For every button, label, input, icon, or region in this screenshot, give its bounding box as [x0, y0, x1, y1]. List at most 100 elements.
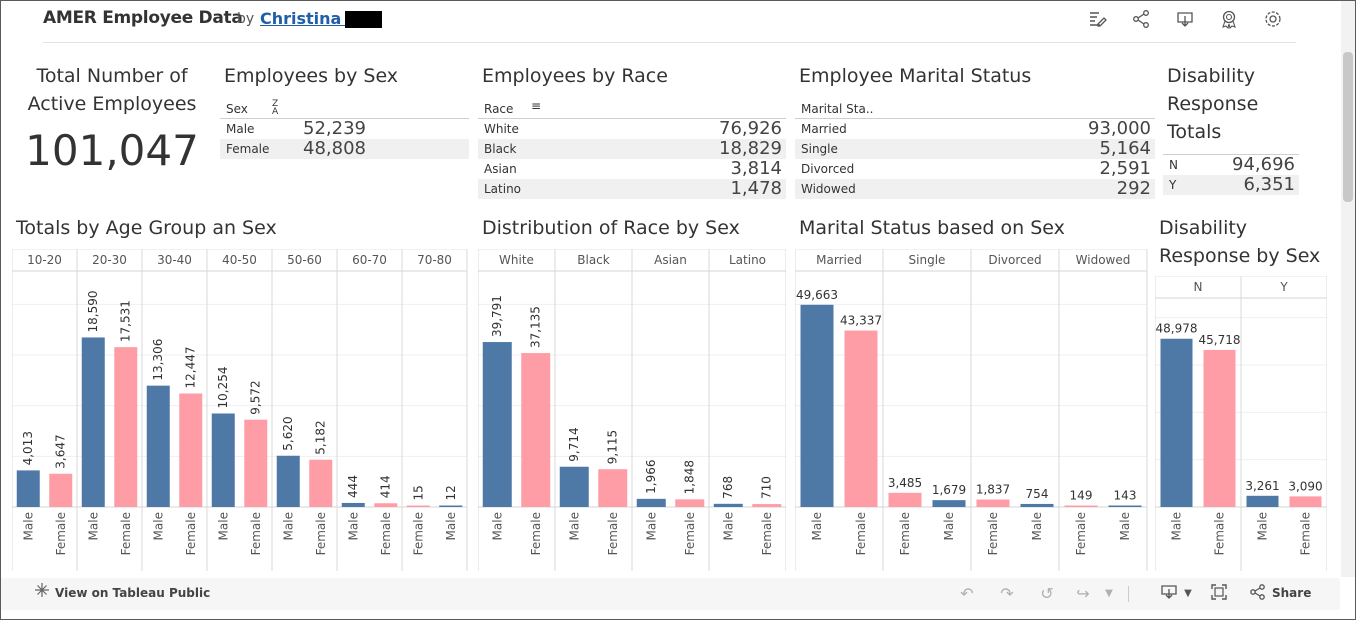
sex-row-female[interactable]: Female 48,808	[220, 138, 469, 159]
data-label: 149	[1070, 489, 1093, 503]
bar-female[interactable]	[752, 504, 782, 507]
tableau-logo-icon[interactable]	[31, 582, 53, 604]
bar-male[interactable]	[713, 503, 743, 507]
bar-female[interactable]	[1203, 349, 1236, 507]
marital-table-rule	[795, 118, 1155, 119]
sex-column-header[interactable]: Sex	[226, 102, 248, 116]
bar-female[interactable]	[844, 330, 878, 507]
race-chart[interactable]: White 39,791 Male 37,135 Female Black 9,714 Mal…	[478, 249, 786, 571]
scrollbar-thumb[interactable]	[1343, 52, 1353, 202]
row-value: 52,239	[303, 118, 366, 139]
disability-chart[interactable]: N 48,978 Male 45,718 Female Y 3,261 Male 3,090 Fe…	[1155, 276, 1327, 571]
bar-female[interactable]	[406, 505, 430, 508]
age-chart-title: Totals by Age Group an Sex	[16, 217, 277, 239]
share-button[interactable]: Share	[1272, 586, 1312, 600]
bar-female[interactable]	[179, 393, 203, 507]
marital-row[interactable]: Widowed 292	[795, 178, 1155, 199]
facet-label: 10-20	[27, 253, 62, 267]
bar-male[interactable]	[81, 337, 105, 507]
row-label: Asian	[484, 162, 517, 176]
bottom-toolbar	[1, 578, 1340, 610]
data-label: 13,306	[151, 339, 165, 381]
author-link[interactable]: Christina S	[260, 9, 359, 28]
bar-male[interactable]	[932, 500, 966, 507]
edit-icon[interactable]	[1086, 9, 1108, 31]
race-column-header[interactable]: Race	[484, 102, 514, 116]
disability-row[interactable]: N 94,696	[1163, 154, 1299, 175]
data-label: 414	[379, 475, 393, 498]
bar-female[interactable]	[374, 503, 398, 507]
disability-row[interactable]: Y 6,351	[1163, 174, 1299, 195]
bar-female[interactable]	[244, 419, 268, 507]
race-row[interactable]: Black 18,829	[478, 138, 786, 159]
byline-prefix: by	[237, 11, 255, 27]
x-tick-label: Female	[249, 512, 263, 555]
redo-icon[interactable]: ↷	[1000, 584, 1014, 603]
data-label: 48,978	[1156, 322, 1198, 336]
bar-female[interactable]	[598, 469, 628, 507]
share-icon[interactable]	[1247, 583, 1269, 605]
bar-male[interactable]	[276, 455, 300, 507]
bar-male[interactable]	[1246, 495, 1279, 507]
bar-female[interactable]	[49, 473, 73, 507]
marital-column-header[interactable]: Marital Sta..	[801, 102, 874, 116]
facet-label: 40-50	[222, 253, 257, 267]
undo-icon[interactable]: ↶	[960, 584, 974, 603]
data-label: 9,714	[567, 427, 581, 461]
bar-male[interactable]	[1160, 338, 1193, 507]
bar-male[interactable]	[341, 502, 365, 507]
bar-male[interactable]	[482, 342, 512, 507]
marital-row[interactable]: Married 93,000	[795, 118, 1155, 139]
bar-female[interactable]	[976, 499, 1010, 507]
race-row[interactable]: Latino 1,478	[478, 178, 786, 199]
data-label: 1,966	[644, 459, 658, 493]
pause-icon[interactable]: ↪	[1076, 584, 1090, 603]
bar-male[interactable]	[439, 505, 463, 508]
bar-female[interactable]	[675, 499, 705, 507]
bar-female[interactable]	[521, 353, 551, 507]
bar-female[interactable]	[114, 347, 138, 507]
marital-row[interactable]: Single 5,164	[795, 138, 1155, 159]
revert-icon[interactable]: ↺	[1040, 584, 1054, 603]
bar-male[interactable]	[1020, 503, 1054, 507]
bar-male[interactable]	[559, 466, 589, 507]
marital-row[interactable]: Divorced 2,591	[795, 158, 1155, 179]
sex-row-male[interactable]: Male 52,239	[220, 118, 370, 139]
download-icon[interactable]	[1174, 9, 1196, 31]
row-value: 93,000	[1088, 118, 1151, 139]
race-row[interactable]: White 76,926	[478, 118, 786, 139]
bar-female[interactable]	[309, 459, 333, 507]
bar-male[interactable]	[211, 413, 235, 507]
x-tick-label: Male	[1030, 512, 1044, 540]
bar-female[interactable]	[888, 492, 922, 507]
data-label: 710	[760, 476, 774, 499]
sort-icon[interactable]: ≡	[531, 99, 542, 113]
fullscreen-icon[interactable]	[1208, 583, 1230, 605]
badge-icon[interactable]	[1218, 9, 1240, 31]
bar-male[interactable]	[800, 304, 834, 507]
race-row[interactable]: Asian 3,814	[478, 158, 786, 179]
share-icon[interactable]	[1130, 9, 1152, 31]
data-label: 37,135	[529, 306, 543, 348]
row-label: Male	[226, 122, 255, 136]
bar-male[interactable]	[636, 498, 666, 507]
chevron-down-icon[interactable]: ▼	[1105, 588, 1113, 599]
age-group-chart[interactable]: 10-20 4,013 Male 3,647 Female 20-30 18,590 Male…	[12, 249, 470, 571]
disability-table-title: Disability Response Totals	[1167, 65, 1259, 143]
bar-female[interactable]	[1289, 496, 1322, 507]
view-on-tableau-link[interactable]: View on Tableau Public	[55, 586, 211, 600]
settings-icon[interactable]	[1262, 9, 1284, 31]
row-label: Black	[484, 142, 517, 156]
bar-male[interactable]	[16, 470, 40, 507]
marital-chart[interactable]: Married 49,663 Male 43,337 Female Single 3,485…	[795, 249, 1148, 571]
bar-male[interactable]	[146, 385, 170, 507]
bar-male[interactable]	[1108, 505, 1142, 508]
x-tick-label: Male	[810, 512, 824, 540]
race-chart-title: Distribution of Race by Sex	[482, 217, 740, 239]
download-icon[interactable]	[1158, 583, 1180, 605]
bar-female[interactable]	[1064, 505, 1098, 508]
data-label: 444	[346, 475, 360, 498]
chevron-down-icon[interactable]: ▼	[1184, 588, 1192, 599]
x-tick-label: Male	[1118, 512, 1132, 540]
